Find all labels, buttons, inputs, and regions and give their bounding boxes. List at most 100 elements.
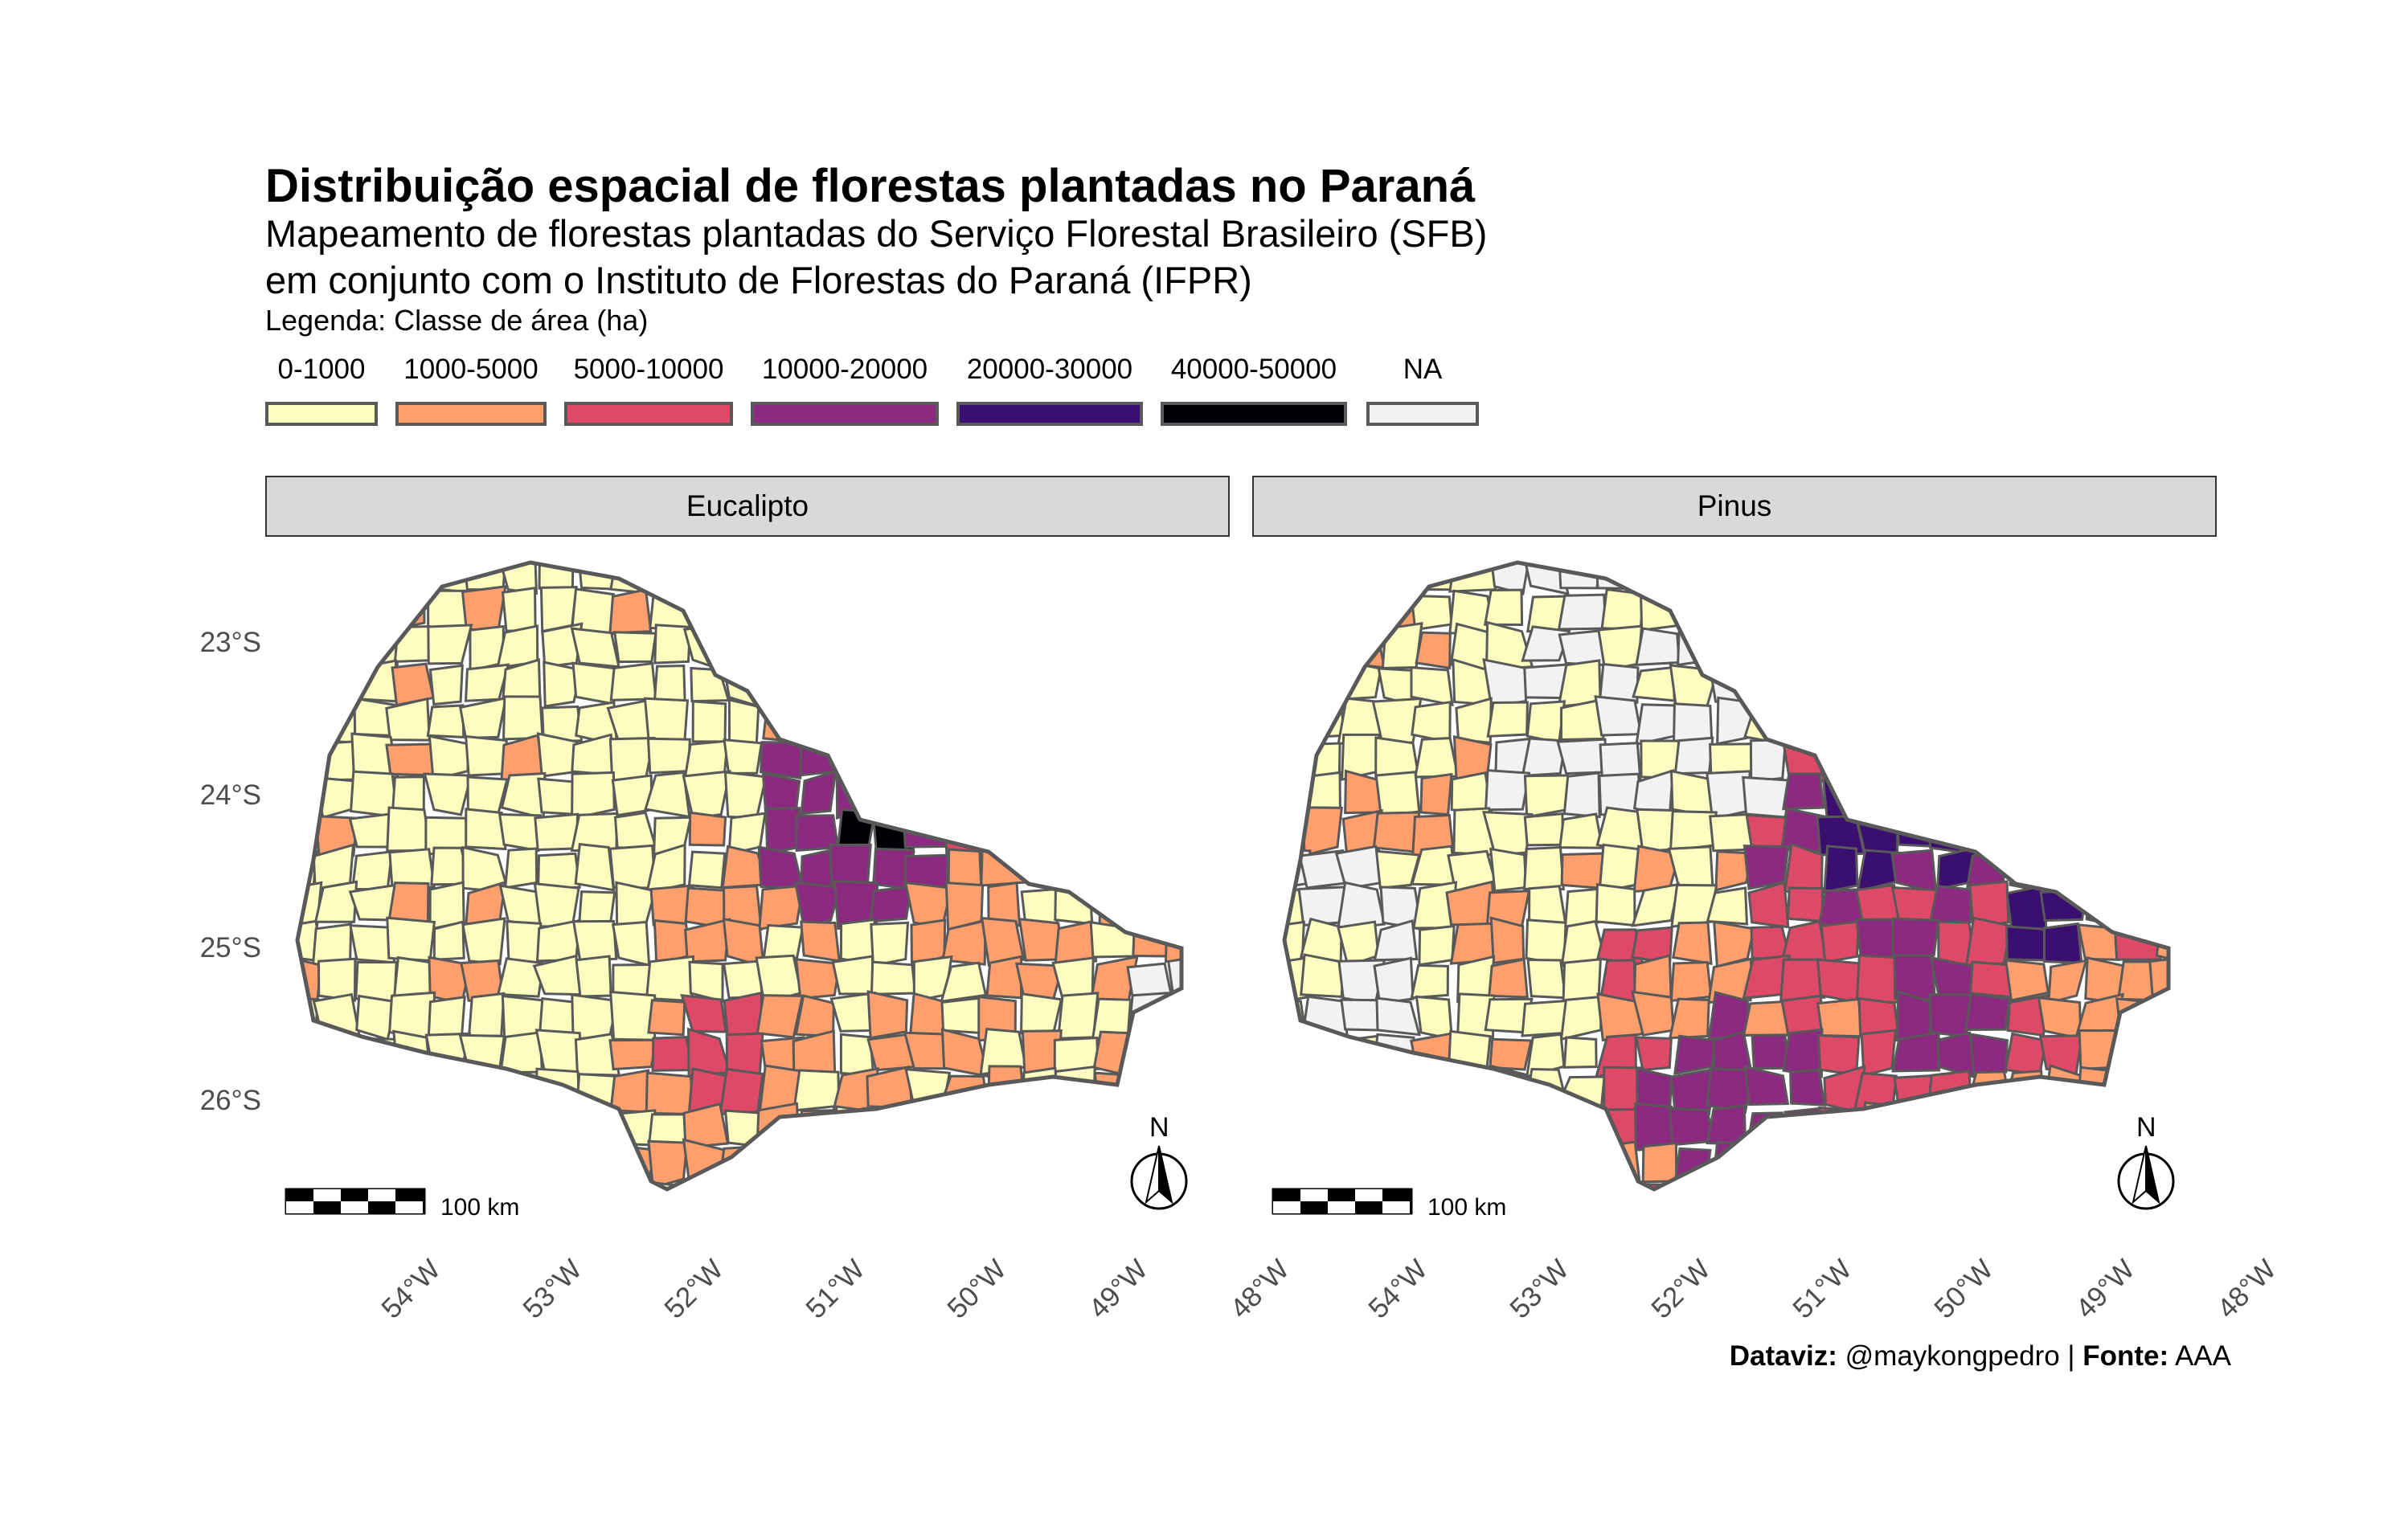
municipality — [2152, 846, 2168, 894]
municipality — [1819, 1138, 1858, 1184]
municipality — [944, 772, 990, 818]
municipality — [297, 742, 324, 782]
municipality — [684, 918, 731, 963]
municipality — [1202, 1033, 1230, 1078]
municipality — [870, 960, 917, 996]
municipality — [1301, 562, 1341, 593]
municipality — [1206, 957, 1230, 996]
x-tick-label: 51°W — [1787, 1254, 1858, 1325]
municipality — [1779, 1143, 1824, 1187]
municipality — [1669, 664, 1719, 708]
municipality — [941, 919, 987, 966]
municipality — [984, 814, 1026, 855]
municipality — [1857, 696, 1903, 744]
municipality — [1372, 1033, 1415, 1075]
municipality — [2189, 992, 2217, 1035]
municipality — [686, 1180, 729, 1189]
municipality — [1410, 665, 1454, 707]
municipality — [2155, 918, 2168, 966]
legend-label: 5000-10000 — [573, 354, 724, 385]
municipality — [1017, 661, 1061, 708]
municipality — [429, 1105, 471, 1148]
scale-bar — [1272, 1188, 1413, 1215]
municipality — [977, 732, 1024, 783]
municipality — [1335, 562, 1382, 591]
municipality — [980, 771, 1026, 816]
municipality — [504, 847, 539, 890]
municipality — [2114, 774, 2163, 818]
municipality — [1778, 594, 1821, 632]
municipality — [1129, 1033, 1176, 1073]
municipality — [762, 923, 805, 960]
municipality — [870, 921, 910, 967]
municipality — [793, 881, 842, 930]
municipality — [1056, 1140, 1102, 1189]
municipality — [1414, 737, 1460, 779]
municipality — [1821, 584, 1867, 628]
municipality — [1522, 1103, 1566, 1150]
municipality — [727, 562, 768, 599]
map-title: Distribuição espacial de florestas plant… — [265, 160, 1476, 212]
municipality — [1169, 734, 1181, 783]
municipality — [794, 994, 835, 1038]
municipality — [874, 774, 911, 816]
municipality — [2074, 741, 2119, 782]
municipality — [1896, 587, 1931, 636]
municipality — [834, 705, 879, 747]
municipality — [2118, 1070, 2157, 1111]
municipality — [792, 658, 839, 705]
municipality — [727, 698, 760, 747]
municipality — [1639, 585, 1679, 632]
municipality — [760, 562, 804, 596]
municipality — [1858, 622, 1902, 669]
municipality — [312, 1035, 357, 1071]
state-border — [1282, 560, 2171, 1192]
municipality — [571, 661, 617, 706]
municipality — [1782, 1028, 1824, 1078]
municipality — [1823, 845, 1859, 894]
municipality — [1784, 700, 1830, 747]
municipality — [1378, 1066, 1420, 1115]
municipality — [1284, 562, 1308, 589]
municipality — [1130, 1071, 1172, 1116]
x-tick-label: 54°W — [1362, 1254, 1434, 1325]
municipality — [1098, 890, 1132, 929]
x-tick-label: 49°W — [1083, 1254, 1154, 1325]
municipality — [2155, 731, 2168, 773]
municipality — [2074, 776, 2124, 811]
municipality — [1373, 918, 1419, 962]
municipality — [2191, 738, 2217, 777]
municipality — [426, 704, 465, 738]
municipality — [534, 812, 579, 852]
municipality — [1091, 622, 1132, 665]
municipality — [312, 1141, 360, 1186]
municipality — [467, 992, 506, 1038]
municipality — [348, 883, 397, 922]
municipality — [2042, 922, 2083, 964]
municipality — [1210, 884, 1230, 928]
municipality — [940, 961, 988, 1004]
caption-dataviz-label: Dataviz: — [1729, 1340, 1837, 1372]
municipality — [794, 958, 842, 1000]
legend-label: 20000-30000 — [966, 354, 1133, 385]
municipality — [1711, 1140, 1754, 1188]
municipality — [2084, 590, 2125, 636]
municipality — [1972, 589, 2015, 636]
municipality — [1373, 956, 1415, 1005]
legend-title: Legenda: Classe de área (ha) — [265, 304, 649, 337]
municipality — [903, 1176, 950, 1189]
municipality — [313, 562, 360, 599]
scale-bar-label: 100 km — [440, 1194, 520, 1221]
legend-label: 1000-5000 — [403, 354, 539, 385]
municipality — [760, 741, 803, 780]
municipality — [2196, 884, 2217, 929]
municipality — [1051, 660, 1102, 705]
municipality — [727, 628, 765, 668]
municipality — [2002, 621, 2047, 673]
municipality — [392, 562, 429, 599]
municipality — [1891, 1031, 1941, 1073]
municipality — [2002, 1105, 2050, 1146]
municipality — [315, 1103, 356, 1152]
municipality — [1303, 1069, 1344, 1108]
municipality — [1448, 1143, 1496, 1188]
